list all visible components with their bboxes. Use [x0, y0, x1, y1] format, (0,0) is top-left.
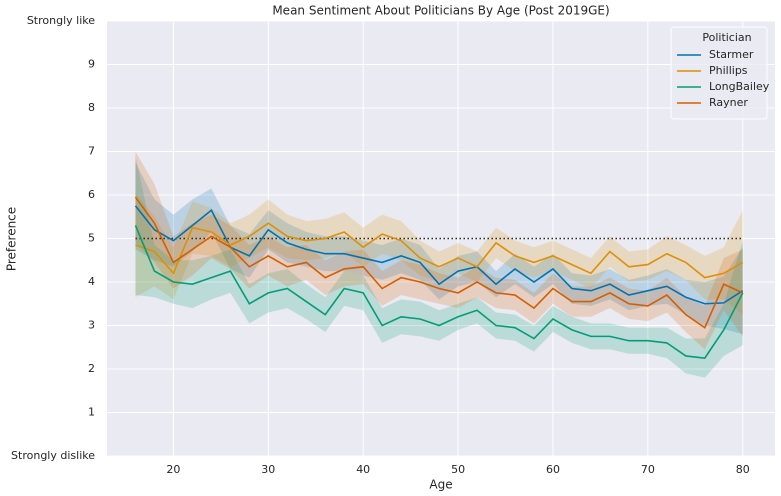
- y-tick-label: 1: [88, 406, 95, 419]
- legend-label: Starmer: [709, 48, 754, 61]
- y-tick-label: 8: [88, 101, 95, 114]
- y-tick-label: 9: [88, 58, 95, 71]
- series-line: [135, 222, 744, 279]
- series-line: [134, 205, 744, 305]
- x-tick-label: 70: [641, 463, 655, 476]
- x-tick-label: 50: [451, 463, 465, 476]
- lines: [134, 196, 744, 359]
- x-tick-label: 30: [261, 463, 275, 476]
- x-axis-label: Age: [429, 478, 452, 492]
- confidence-band: [135, 192, 743, 315]
- legend-label: Rayner: [709, 96, 748, 109]
- chart-title: Mean Sentiment About Politicians By Age …: [272, 4, 609, 18]
- y-tick-label: Strongly dislike: [11, 449, 95, 462]
- confidence-band: [135, 151, 743, 350]
- y-tick-label: 6: [88, 188, 95, 201]
- legend-label: LongBailey: [709, 80, 770, 93]
- y-tick-label: 7: [88, 145, 95, 158]
- y-tick-label: Strongly like: [27, 14, 95, 27]
- legend: Politician Starmer Phillips LongBailey Rayne…: [670, 26, 770, 120]
- y-tick-label: 5: [88, 232, 95, 245]
- x-tick-label: 40: [356, 463, 370, 476]
- confidence-band: [135, 155, 743, 378]
- y-axis-label: Preference: [5, 207, 19, 271]
- x-tick-label: 60: [546, 463, 560, 476]
- x-tick-label: 80: [736, 463, 750, 476]
- legend-label: Phillips: [709, 64, 748, 77]
- x-tick-label: 20: [166, 463, 180, 476]
- y-tick-label: 3: [88, 319, 95, 332]
- y-tick-label: 2: [88, 362, 95, 375]
- series-line: [134, 225, 744, 359]
- legend-box: [670, 26, 768, 120]
- y-tick-label: 4: [88, 275, 95, 288]
- grid: [107, 20, 775, 457]
- series-line: [134, 196, 744, 329]
- legend-title: Politician: [702, 31, 751, 44]
